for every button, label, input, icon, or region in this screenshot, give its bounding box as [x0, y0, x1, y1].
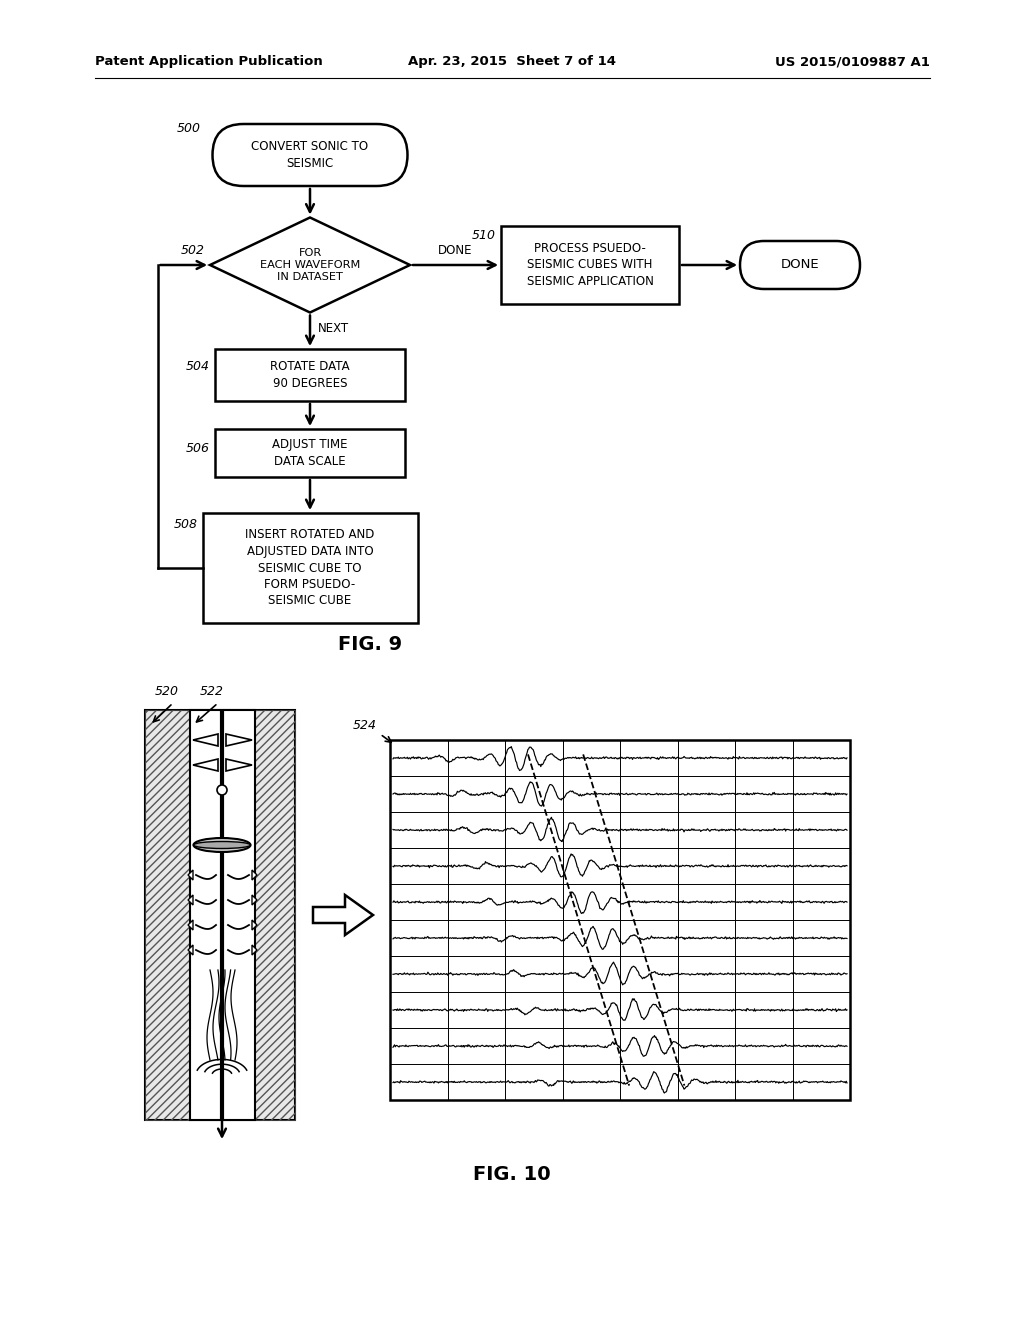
Polygon shape — [193, 734, 218, 746]
Text: FOR
EACH WAVEFORM
IN DATASET: FOR EACH WAVEFORM IN DATASET — [260, 248, 360, 282]
Text: CONVERT SONIC TO
SEISMIC: CONVERT SONIC TO SEISMIC — [252, 140, 369, 170]
Polygon shape — [252, 945, 257, 954]
Text: 522: 522 — [200, 685, 224, 698]
Bar — [203, 513, 418, 623]
Text: FIG. 10: FIG. 10 — [473, 1166, 551, 1184]
Polygon shape — [252, 920, 257, 931]
Ellipse shape — [194, 842, 251, 849]
Bar — [215, 429, 406, 477]
Polygon shape — [226, 734, 252, 746]
Bar — [145, 710, 295, 1119]
Text: ROTATE DATA
90 DEGREES: ROTATE DATA 90 DEGREES — [270, 360, 350, 389]
Text: NEXT: NEXT — [318, 322, 349, 335]
FancyBboxPatch shape — [213, 124, 408, 186]
Polygon shape — [188, 870, 193, 880]
Polygon shape — [188, 945, 193, 954]
Text: 504: 504 — [186, 360, 210, 374]
Text: 502: 502 — [181, 243, 205, 256]
Text: PROCESS PSUEDO-
SEISMIC CUBES WITH
SEISMIC APPLICATION: PROCESS PSUEDO- SEISMIC CUBES WITH SEISM… — [526, 242, 653, 288]
Text: Apr. 23, 2015  Sheet 7 of 14: Apr. 23, 2015 Sheet 7 of 14 — [408, 55, 616, 69]
Text: DONE: DONE — [780, 259, 819, 272]
Text: 510: 510 — [472, 228, 496, 242]
Bar — [215, 348, 406, 401]
Polygon shape — [188, 895, 193, 906]
Text: 500: 500 — [176, 121, 201, 135]
Text: FIG. 9: FIG. 9 — [338, 635, 402, 655]
Ellipse shape — [194, 838, 251, 851]
Text: Patent Application Publication: Patent Application Publication — [95, 55, 323, 69]
Text: 508: 508 — [173, 517, 198, 531]
Bar — [501, 226, 679, 304]
Polygon shape — [193, 759, 218, 771]
Bar — [145, 710, 295, 1119]
Bar — [390, 741, 850, 1100]
Text: 506: 506 — [186, 441, 210, 454]
Bar — [190, 710, 255, 1119]
Polygon shape — [210, 218, 410, 313]
Circle shape — [217, 785, 227, 795]
Polygon shape — [252, 870, 257, 880]
Text: US 2015/0109887 A1: US 2015/0109887 A1 — [775, 55, 930, 69]
Text: ADJUST TIME
DATA SCALE: ADJUST TIME DATA SCALE — [272, 438, 348, 469]
Text: 520: 520 — [155, 685, 179, 698]
FancyBboxPatch shape — [740, 242, 860, 289]
Text: INSERT ROTATED AND
ADJUSTED DATA INTO
SEISMIC CUBE TO
FORM PSUEDO-
SEISMIC CUBE: INSERT ROTATED AND ADJUSTED DATA INTO SE… — [246, 528, 375, 607]
Polygon shape — [313, 895, 373, 935]
Polygon shape — [226, 759, 252, 771]
Text: 524: 524 — [353, 719, 377, 733]
Polygon shape — [252, 895, 257, 906]
Text: DONE: DONE — [438, 244, 473, 257]
Polygon shape — [188, 920, 193, 931]
